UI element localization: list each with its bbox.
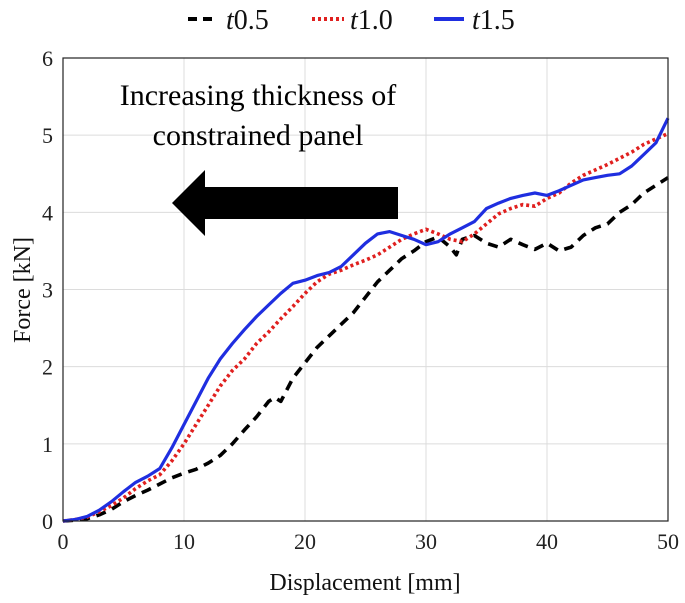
series-line-t1.0 (62, 131, 669, 523)
x-tick-label: 40 (536, 529, 558, 554)
y-tick-label: 3 (42, 278, 53, 303)
y-tick-label: 2 (42, 355, 53, 380)
y-axis-title: Force [kN] (10, 237, 36, 343)
y-tick-label: 5 (42, 123, 53, 148)
annotation-line-2: constrained panel (153, 119, 364, 152)
series-lines (62, 117, 670, 523)
legend: t0.5 t1.0 t1.5 (188, 5, 515, 36)
x-tick-label: 20 (294, 529, 316, 554)
y-tick-label: 0 (42, 509, 53, 534)
x-tick-label: 10 (173, 529, 195, 554)
x-tick-label: 0 (58, 529, 69, 554)
legend-label-t0.5: t0.5 (226, 5, 269, 36)
plot-frame (62, 57, 669, 522)
annotation-line-1: Increasing thickness of (120, 79, 397, 112)
series-line-t1.5 (62, 117, 670, 523)
legend-label-t1.5: t1.5 (472, 5, 515, 36)
y-tick-label: 4 (42, 200, 53, 225)
x-axis-title: Displacement [mm] (269, 570, 460, 596)
y-tick-label: 6 (42, 46, 53, 71)
series-line-t0.5 (62, 176, 669, 523)
tick-labels: 0 10 20 30 40 50 0 1 2 3 4 5 6 (42, 46, 679, 554)
x-tick-label: 30 (415, 529, 437, 554)
x-tick-label: 50 (657, 529, 679, 554)
left-arrow-icon (172, 170, 398, 236)
y-tick-label: 1 (42, 432, 53, 457)
legend-label-t1.0: t1.0 (350, 5, 393, 36)
